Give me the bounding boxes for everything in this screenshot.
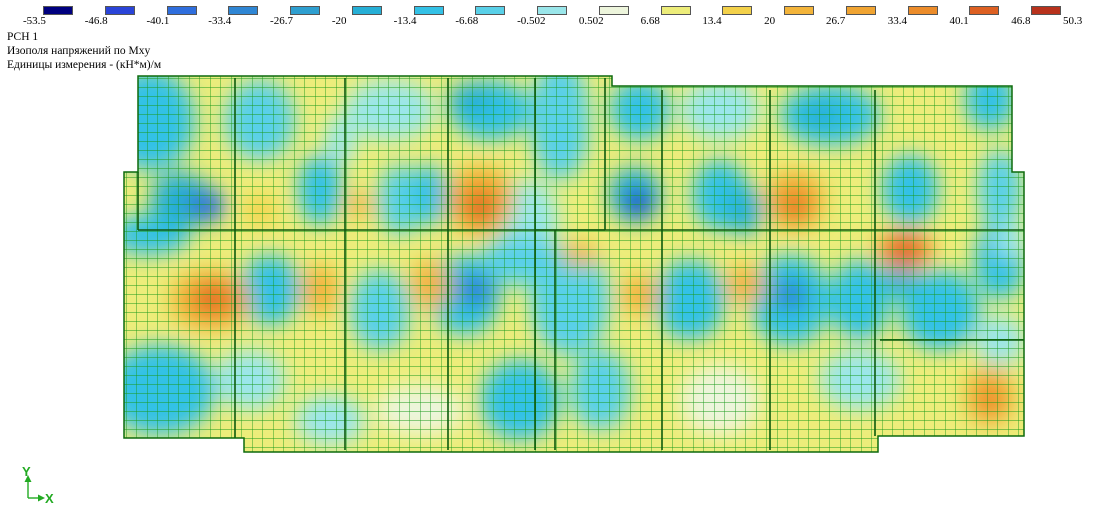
legend-swatch [537, 6, 568, 15]
legend-value-label: -40.1 [146, 15, 170, 27]
units-label: Единицы измерения - (кН*м)/м [7, 59, 162, 71]
legend-swatch [969, 6, 1000, 15]
legend-value-label: -26.7 [270, 15, 293, 27]
legend-swatch [104, 6, 135, 15]
legend-swatch [598, 6, 629, 15]
legend-swatch [784, 6, 815, 15]
axis-indicator: Y X [22, 464, 54, 506]
legend-value-label: -20 [331, 15, 347, 27]
legend-value-label: -6.68 [455, 15, 479, 27]
legend-value-label: 40.1 [949, 15, 969, 27]
legend-swatch [475, 6, 506, 15]
stress-isofield [124, 76, 1024, 452]
legend-swatch [722, 6, 753, 15]
legend-value-label: 26.7 [825, 15, 846, 27]
load-case-label: РСН 1 [7, 31, 39, 43]
legend-value-label: 50.3 [1063, 15, 1083, 27]
legend-swatch [907, 6, 938, 15]
legend-swatch [1031, 6, 1062, 15]
legend-value-label: -13.4 [393, 15, 417, 27]
legend-swatch [845, 6, 876, 15]
legend-swatch [351, 6, 382, 15]
x-axis-label: X [45, 491, 54, 506]
legend-swatch [660, 6, 691, 15]
legend-value-label: 13.4 [702, 15, 722, 27]
legend-swatch [166, 6, 197, 15]
result-title: Изополя напряжений по Mxy [7, 45, 151, 57]
legend-value-label: 33.4 [887, 15, 907, 27]
legend-value-label: 6.68 [640, 15, 660, 27]
legend-value-label: -0.502 [517, 15, 546, 27]
legend-swatch [228, 6, 259, 15]
legend-swatch [43, 6, 73, 15]
legend-swatch [290, 6, 321, 15]
legend-value-label: -46.8 [84, 15, 108, 27]
color-scale-legend: -53.5 -46.8 -40.1 -33.4 -26.7 -20 -13.4 -6.68 -0… [0, 0, 1097, 30]
legend-swatch [413, 6, 444, 15]
y-axis-label: Y [22, 464, 31, 479]
legend-value-label: 46.8 [1011, 15, 1031, 27]
slab-outline [123, 75, 1025, 453]
legend-value-label: -33.4 [208, 15, 232, 27]
legend-value-label: -53.5 [23, 15, 46, 27]
legend-value-label: 0.502 [578, 15, 604, 27]
legend-value-label: 20 [764, 15, 776, 27]
